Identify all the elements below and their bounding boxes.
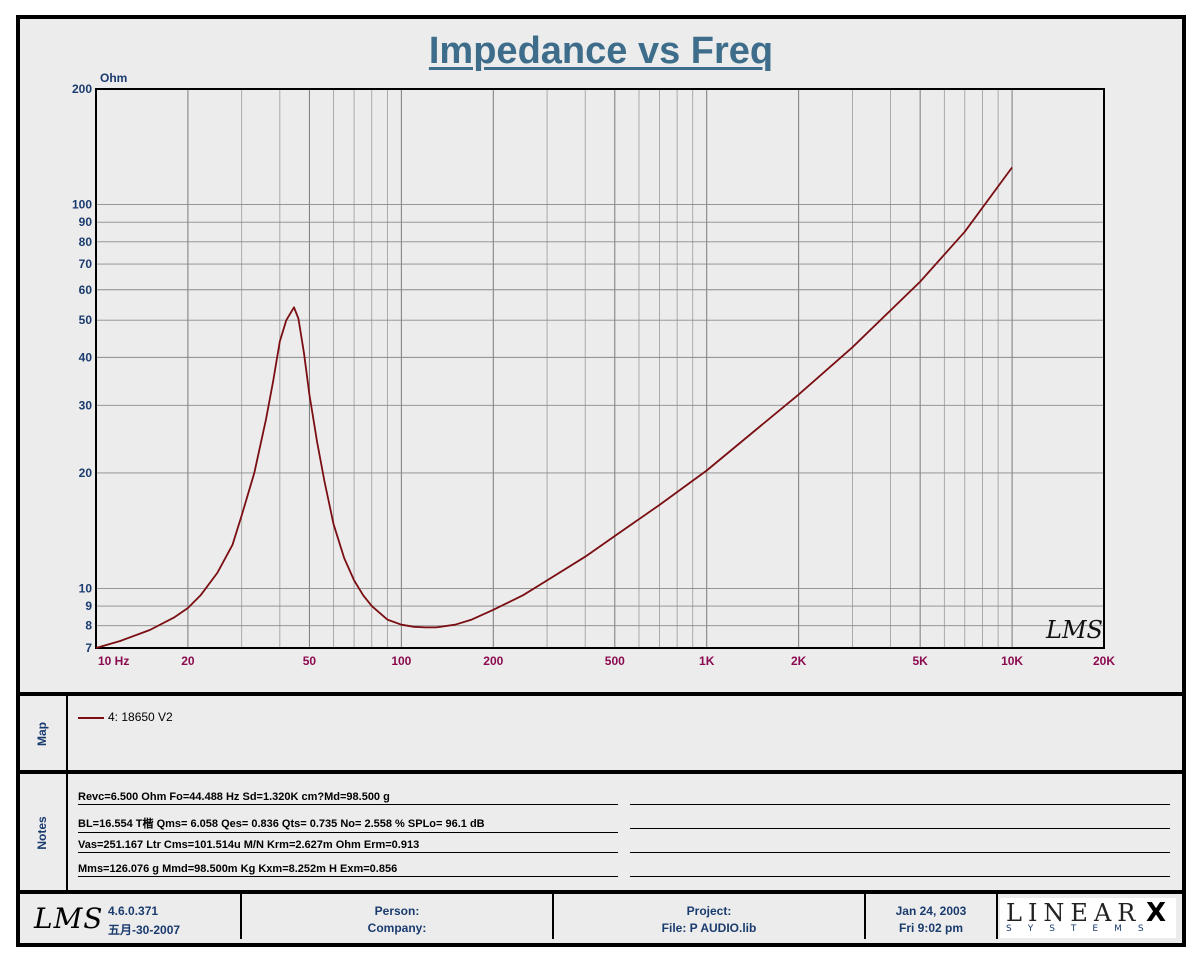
linearx-brand-x: X [1146,898,1167,928]
y-tick-label: 200 [72,82,92,96]
footer-divider-1 [240,894,242,939]
y-tick-label: 40 [79,350,93,364]
footer-person: Person: [374,904,420,918]
notes-section-label: Notes [35,816,49,850]
map-legend-entry: 4: 18650 V2 [78,710,173,724]
note-line-4: Mms=126.076 g Mmd=98.500m Kg Kxm=8.252m … [78,863,618,877]
note-blank-line-3 [630,852,1170,853]
x-tick-label: 10K [1001,654,1023,668]
note-blank-line-1 [630,804,1170,805]
x-tick-label: 200 [483,654,503,668]
x-tick-label: 500 [605,654,625,668]
note-line-2: BL=16.554 T楷 Qms= 6.058 Qes= 0.836 Qts= … [78,815,618,833]
y-tick-label: 7 [85,641,92,655]
y-tick-label: 50 [79,313,93,327]
footer-project: Project: [686,904,732,918]
footer-date: Jan 24, 2003 [895,904,967,918]
x-tick-label: 100 [391,654,411,668]
footer-version: 4.6.0.371 [108,904,159,918]
footer-lms-logo: LMS [34,902,104,935]
y-tick-label: 9 [85,599,92,613]
separator-footer-top [20,890,1182,894]
plot-area [96,89,1104,648]
linearx-logo: LINEAR X SYSTEMS [1000,898,1176,938]
separator-notes-top [20,770,1182,774]
footer-divider-2 [552,894,554,939]
note-blank-line-2 [630,828,1170,829]
separator-map-top [20,692,1182,696]
footer-divider-3 [864,894,866,939]
y-tick-label: 80 [79,235,93,249]
x-tick-label: 50 [303,654,317,668]
x-tick-label: 20K [1093,654,1115,668]
footer-version-date: 五月-30-2007 [108,923,181,937]
lms-watermark: LMS [1045,616,1103,644]
y-axis-unit-label: Ohm [100,71,127,85]
footer-logo-cell: LMS 4.6.0.371 五月-30-2007 [26,898,240,938]
plot-border [95,88,1105,649]
note-blank-line-4 [630,876,1170,877]
note-line-1: Revc=6.500 Ohm Fo=44.488 Hz Sd=1.320K cm… [78,791,618,805]
x-tick-label: 10 Hz [98,654,129,668]
y-tick-label: 90 [79,215,93,229]
x-tick-label: 1K [699,654,715,668]
y-tick-label: 70 [79,257,93,271]
series-line-18650-v2 [95,166,1013,649]
map-section-label: Map [35,722,49,746]
x-tick-label: 5K [912,654,928,668]
footer-date-cell: Jan 24, 2003 Fri 9:02 pm [866,898,996,948]
side-label-divider [66,696,68,890]
chart-title: Impedance vs Freq [428,30,774,72]
footer-divider-4 [996,894,998,939]
footer-person-cell: Person: Company: [242,898,552,948]
y-tick-label: 20 [79,466,93,480]
y-tick-label: 100 [72,198,92,212]
legend-swatch [78,716,104,719]
footer-company: Company: [367,921,427,935]
y-tick-label: 60 [79,283,93,297]
footer-time: Fri 9:02 pm [898,921,964,935]
y-tick-label: 30 [79,398,93,412]
footer-project-cell: Project: File: P AUDIO.lib [554,898,864,948]
y-tick-label: 8 [85,619,92,633]
note-line-3: Vas=251.167 Ltr Cms=101.514u M/N Krm=2.6… [78,839,618,853]
linearx-brand: LINEAR [1006,899,1142,927]
footer-file: File: P AUDIO.lib [661,921,757,935]
linearx-brand-sub: SYSTEMS [1006,924,1160,934]
x-tick-label: 20 [181,654,195,668]
x-tick-label: 2K [791,654,807,668]
legend-label: 4: 18650 V2 [108,710,173,724]
y-tick-label: 10 [79,582,93,596]
